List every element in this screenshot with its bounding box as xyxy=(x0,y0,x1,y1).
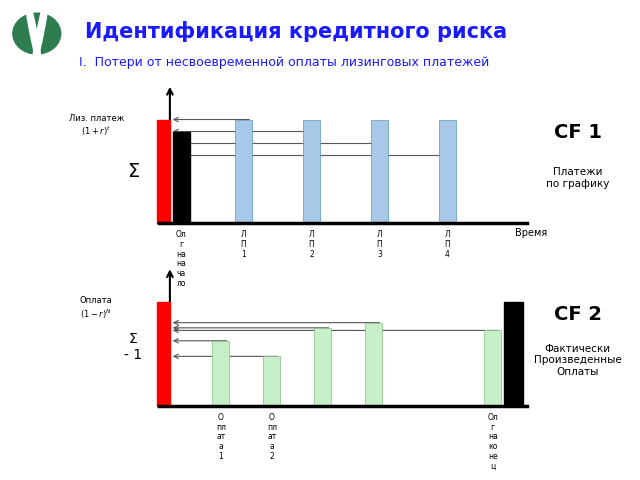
Bar xyxy=(439,120,456,223)
Text: И: И xyxy=(31,393,43,408)
Text: Л
П
4: Л П 4 xyxy=(445,230,451,259)
Text: I.  Потери от несвоевременной оплаты лизинговых платежей: I. Потери от несвоевременной оплаты лизи… xyxy=(79,56,490,69)
Text: Л
П
3: Л П 3 xyxy=(376,230,382,259)
Ellipse shape xyxy=(13,13,61,54)
Text: Идентификация кредитного риска: Идентификация кредитного риска xyxy=(85,21,507,42)
Text: CF 2: CF 2 xyxy=(554,305,602,324)
Ellipse shape xyxy=(32,0,49,71)
Bar xyxy=(504,302,523,406)
Bar xyxy=(314,328,332,406)
Ellipse shape xyxy=(24,0,42,71)
Ellipse shape xyxy=(8,7,67,60)
Text: О: О xyxy=(30,264,44,279)
Text: Фактически
Произведенные
Оплаты: Фактически Произведенные Оплаты xyxy=(534,344,621,377)
Text: Время: Время xyxy=(515,228,548,238)
Bar xyxy=(157,120,170,223)
Text: И: И xyxy=(31,328,43,344)
Bar xyxy=(365,323,382,406)
Text: О: О xyxy=(30,102,44,117)
Bar xyxy=(371,120,388,223)
Bar xyxy=(235,120,252,223)
Text: Лиз. платеж
$(1+r)^t$: Лиз. платеж $(1+r)^t$ xyxy=(68,114,124,138)
Bar xyxy=(157,302,170,406)
Text: А: А xyxy=(31,167,43,181)
Text: Оплата
$(1-r)^N$: Оплата $(1-r)^N$ xyxy=(80,296,113,321)
Bar xyxy=(484,330,501,406)
Text: Р: Р xyxy=(31,69,42,84)
Text: Σ
- 1: Σ - 1 xyxy=(124,332,142,362)
Bar xyxy=(303,120,320,223)
Bar xyxy=(212,341,229,406)
Text: Л
П
2: Л П 2 xyxy=(308,230,314,259)
Text: Н: Н xyxy=(31,426,43,441)
Text: Г: Г xyxy=(32,199,42,214)
Text: Σ: Σ xyxy=(127,162,139,181)
Text: Л: Л xyxy=(31,296,43,311)
Text: О
пл
ат
а
2: О пл ат а 2 xyxy=(267,413,277,461)
Text: CF 1: CF 1 xyxy=(554,123,602,142)
Text: Ол
г
на
на
ча
ло: Ол г на на ча ло xyxy=(176,230,187,288)
Text: Л
П
1: Л П 1 xyxy=(241,230,246,259)
Bar xyxy=(173,132,189,223)
Text: Г: Г xyxy=(32,458,42,473)
Text: З: З xyxy=(31,361,42,376)
Text: Платежи
по графику: Платежи по графику xyxy=(546,167,609,189)
Bar xyxy=(263,356,280,406)
Text: С: С xyxy=(31,134,42,149)
Text: Ол
г
на
ко
не
ц: Ол г на ко не ц xyxy=(488,413,498,470)
Text: О
пл
ат
а
1: О пл ат а 1 xyxy=(216,413,226,461)
Text: Р: Р xyxy=(31,231,42,246)
